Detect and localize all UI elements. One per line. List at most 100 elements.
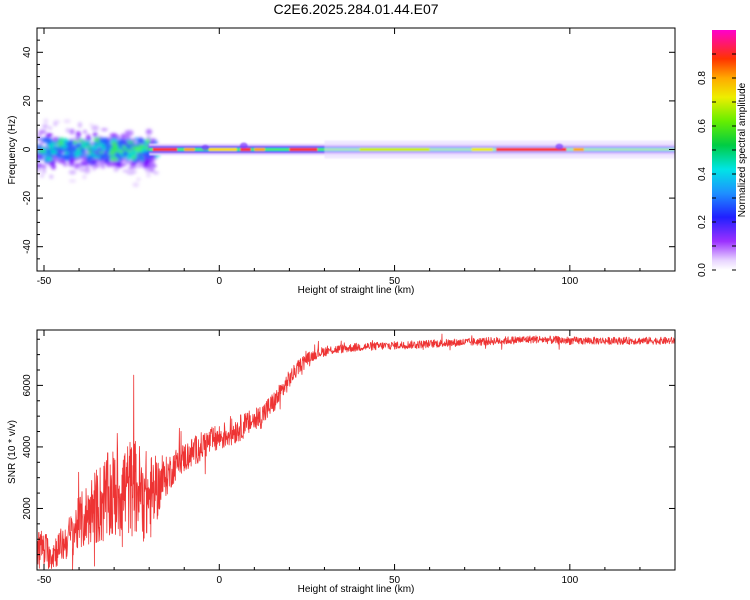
- spectrogram-core-blob: [145, 138, 151, 144]
- spectrogram-core-blob: [109, 156, 119, 162]
- snr-xtick-label: 0: [217, 575, 223, 586]
- spectrogram-core-blob: [47, 144, 56, 149]
- spectrogram-speckle: [146, 164, 151, 168]
- spectrogram-peak-segment: [289, 147, 318, 152]
- spectrogram-core-blob: [126, 154, 132, 159]
- spectrogram-core-blob: [45, 156, 52, 162]
- spectrogram-speckle: [37, 163, 43, 169]
- spectrogram-speckle: [53, 119, 61, 124]
- spectrogram-core-blob: [126, 140, 135, 144]
- snr-ytick-label: 4000: [22, 435, 33, 458]
- spectrogram-speckle: [63, 163, 68, 167]
- spectrogram-speckle: [43, 118, 49, 124]
- spectrogram-core-blob: [97, 143, 105, 148]
- snr-series-line: [37, 333, 675, 570]
- spectrogram-xlabel: Height of straight line (km): [298, 285, 415, 296]
- spectrogram-speckle: [101, 165, 106, 169]
- spectrogram-core-blob: [59, 148, 64, 152]
- spectrogram-speckle: [39, 142, 43, 146]
- spectrogram-bump: [555, 143, 564, 150]
- spectrogram-speckle: [39, 152, 47, 156]
- spectrogram-speckle: [152, 171, 159, 175]
- spectrogram-speckle: [124, 130, 129, 134]
- spectrogram-speckle: [122, 133, 130, 139]
- spectrogram-bump: [201, 144, 210, 151]
- spectrogram-speckle: [117, 158, 121, 165]
- snr-xtick-label: -50: [37, 575, 52, 586]
- snr-frame: [36, 329, 676, 571]
- spectrogram-core-blob: [94, 152, 104, 157]
- spectrogram-speckle: [41, 164, 47, 169]
- spectrogram-speckle: [37, 154, 41, 159]
- colorbar-tick-label: 0.2: [697, 215, 708, 229]
- spectrogram-speckle: [92, 131, 98, 138]
- spectrogram-core-blob: [102, 153, 108, 159]
- spectrogram-speckle: [37, 133, 42, 137]
- spectrogram-speckle: [104, 158, 111, 164]
- spectrogram-speckle: [126, 171, 135, 175]
- colorbar-tick-label: 0.4: [697, 167, 708, 181]
- spectrogram-speckle: [106, 155, 110, 159]
- colorbar-tick-label: 0.0: [697, 263, 708, 277]
- spectrogram-core-blob: [98, 137, 107, 144]
- spectrogram-core-blob: [101, 146, 107, 151]
- spectrogram-core-blob: [84, 140, 91, 145]
- spectrogram-speckle: [73, 162, 80, 170]
- spectrogram-ytick-label: -40: [22, 239, 33, 254]
- spectrogram-speckle: [40, 174, 44, 178]
- spectrogram-core-blob: [126, 144, 132, 151]
- snr-ytick-label: 6000: [22, 374, 33, 397]
- spectrogram-core-blob: [116, 142, 125, 146]
- spectrogram-core-blob: [68, 152, 76, 159]
- spectrogram-speckle: [42, 124, 49, 129]
- spectrogram-speckle: [96, 161, 103, 167]
- spectrogram-speckle: [38, 129, 47, 134]
- spectrogram-peak-segment: [359, 147, 430, 152]
- spectrogram-peak-segment: [208, 147, 237, 152]
- spectrogram-speckle: [45, 133, 52, 138]
- spectrogram-speckle: [75, 130, 81, 138]
- spectrogram-speckle: [48, 126, 52, 131]
- figure-title: C2E6.2025.284.01.44.E07: [273, 1, 438, 17]
- spectrogram-speckle: [41, 168, 47, 174]
- colorbar-tick-label: 0.8: [697, 71, 708, 85]
- spectrogram-speckle: [77, 122, 83, 128]
- spectrogram-speckle: [37, 137, 42, 141]
- snr-xtick-label: 100: [561, 575, 578, 586]
- colorbar: 0.0 0.2 0.4 0.6 0.8 Normalized spectral ampl…: [697, 30, 748, 277]
- snr-plot-area: [37, 330, 675, 570]
- spectrogram-core-blob: [67, 139, 76, 146]
- spectrogram-peak-segment: [573, 147, 584, 152]
- spectrogram-speckle: [109, 133, 118, 138]
- spectrogram-core-blob: [75, 143, 82, 149]
- spectrogram-main-line: [149, 140, 675, 159]
- spectrogram-xtick-label: -50: [37, 276, 52, 287]
- spectrogram-speckle: [73, 137, 79, 141]
- spectrogram-ylabel: Frequency (Hz): [7, 116, 18, 185]
- spectrogram-speckle: [83, 130, 87, 134]
- spectrogram-speckle: [115, 136, 121, 139]
- spectrogram-speckle: [68, 179, 77, 183]
- spectrogram-core-blob: [74, 154, 79, 158]
- spectrogram-speckle: [129, 161, 137, 167]
- spectrogram-speckle: [137, 164, 142, 168]
- spectrogram-core-blob: [118, 138, 126, 143]
- snr-ticks: -50 0 50 100 2000 4000 6000: [22, 330, 676, 586]
- spectrogram-speckle: [119, 162, 127, 167]
- spectrogram-core-blob: [121, 144, 126, 149]
- spectrogram-speckle: [65, 128, 70, 133]
- spectrogram-core-blob: [46, 148, 52, 155]
- spectrogram-speckle: [49, 174, 54, 179]
- spectrogram-ytick-label: 0: [22, 146, 33, 152]
- spectrogram-speckle: [37, 167, 41, 173]
- spectrogram-core-blob: [49, 141, 59, 145]
- spectrogram-ytick-label: 40: [22, 46, 33, 58]
- spectrogram-ytick-label: 20: [22, 95, 33, 107]
- spectrogram-frame: [36, 27, 676, 272]
- spectrogram-xtick-label: 100: [561, 276, 578, 287]
- spectrogram-speckle: [145, 128, 153, 135]
- spectrogram-peak-segment: [152, 147, 178, 152]
- spectrogram-speckle: [92, 164, 96, 171]
- spectrogram-speckle: [122, 169, 129, 173]
